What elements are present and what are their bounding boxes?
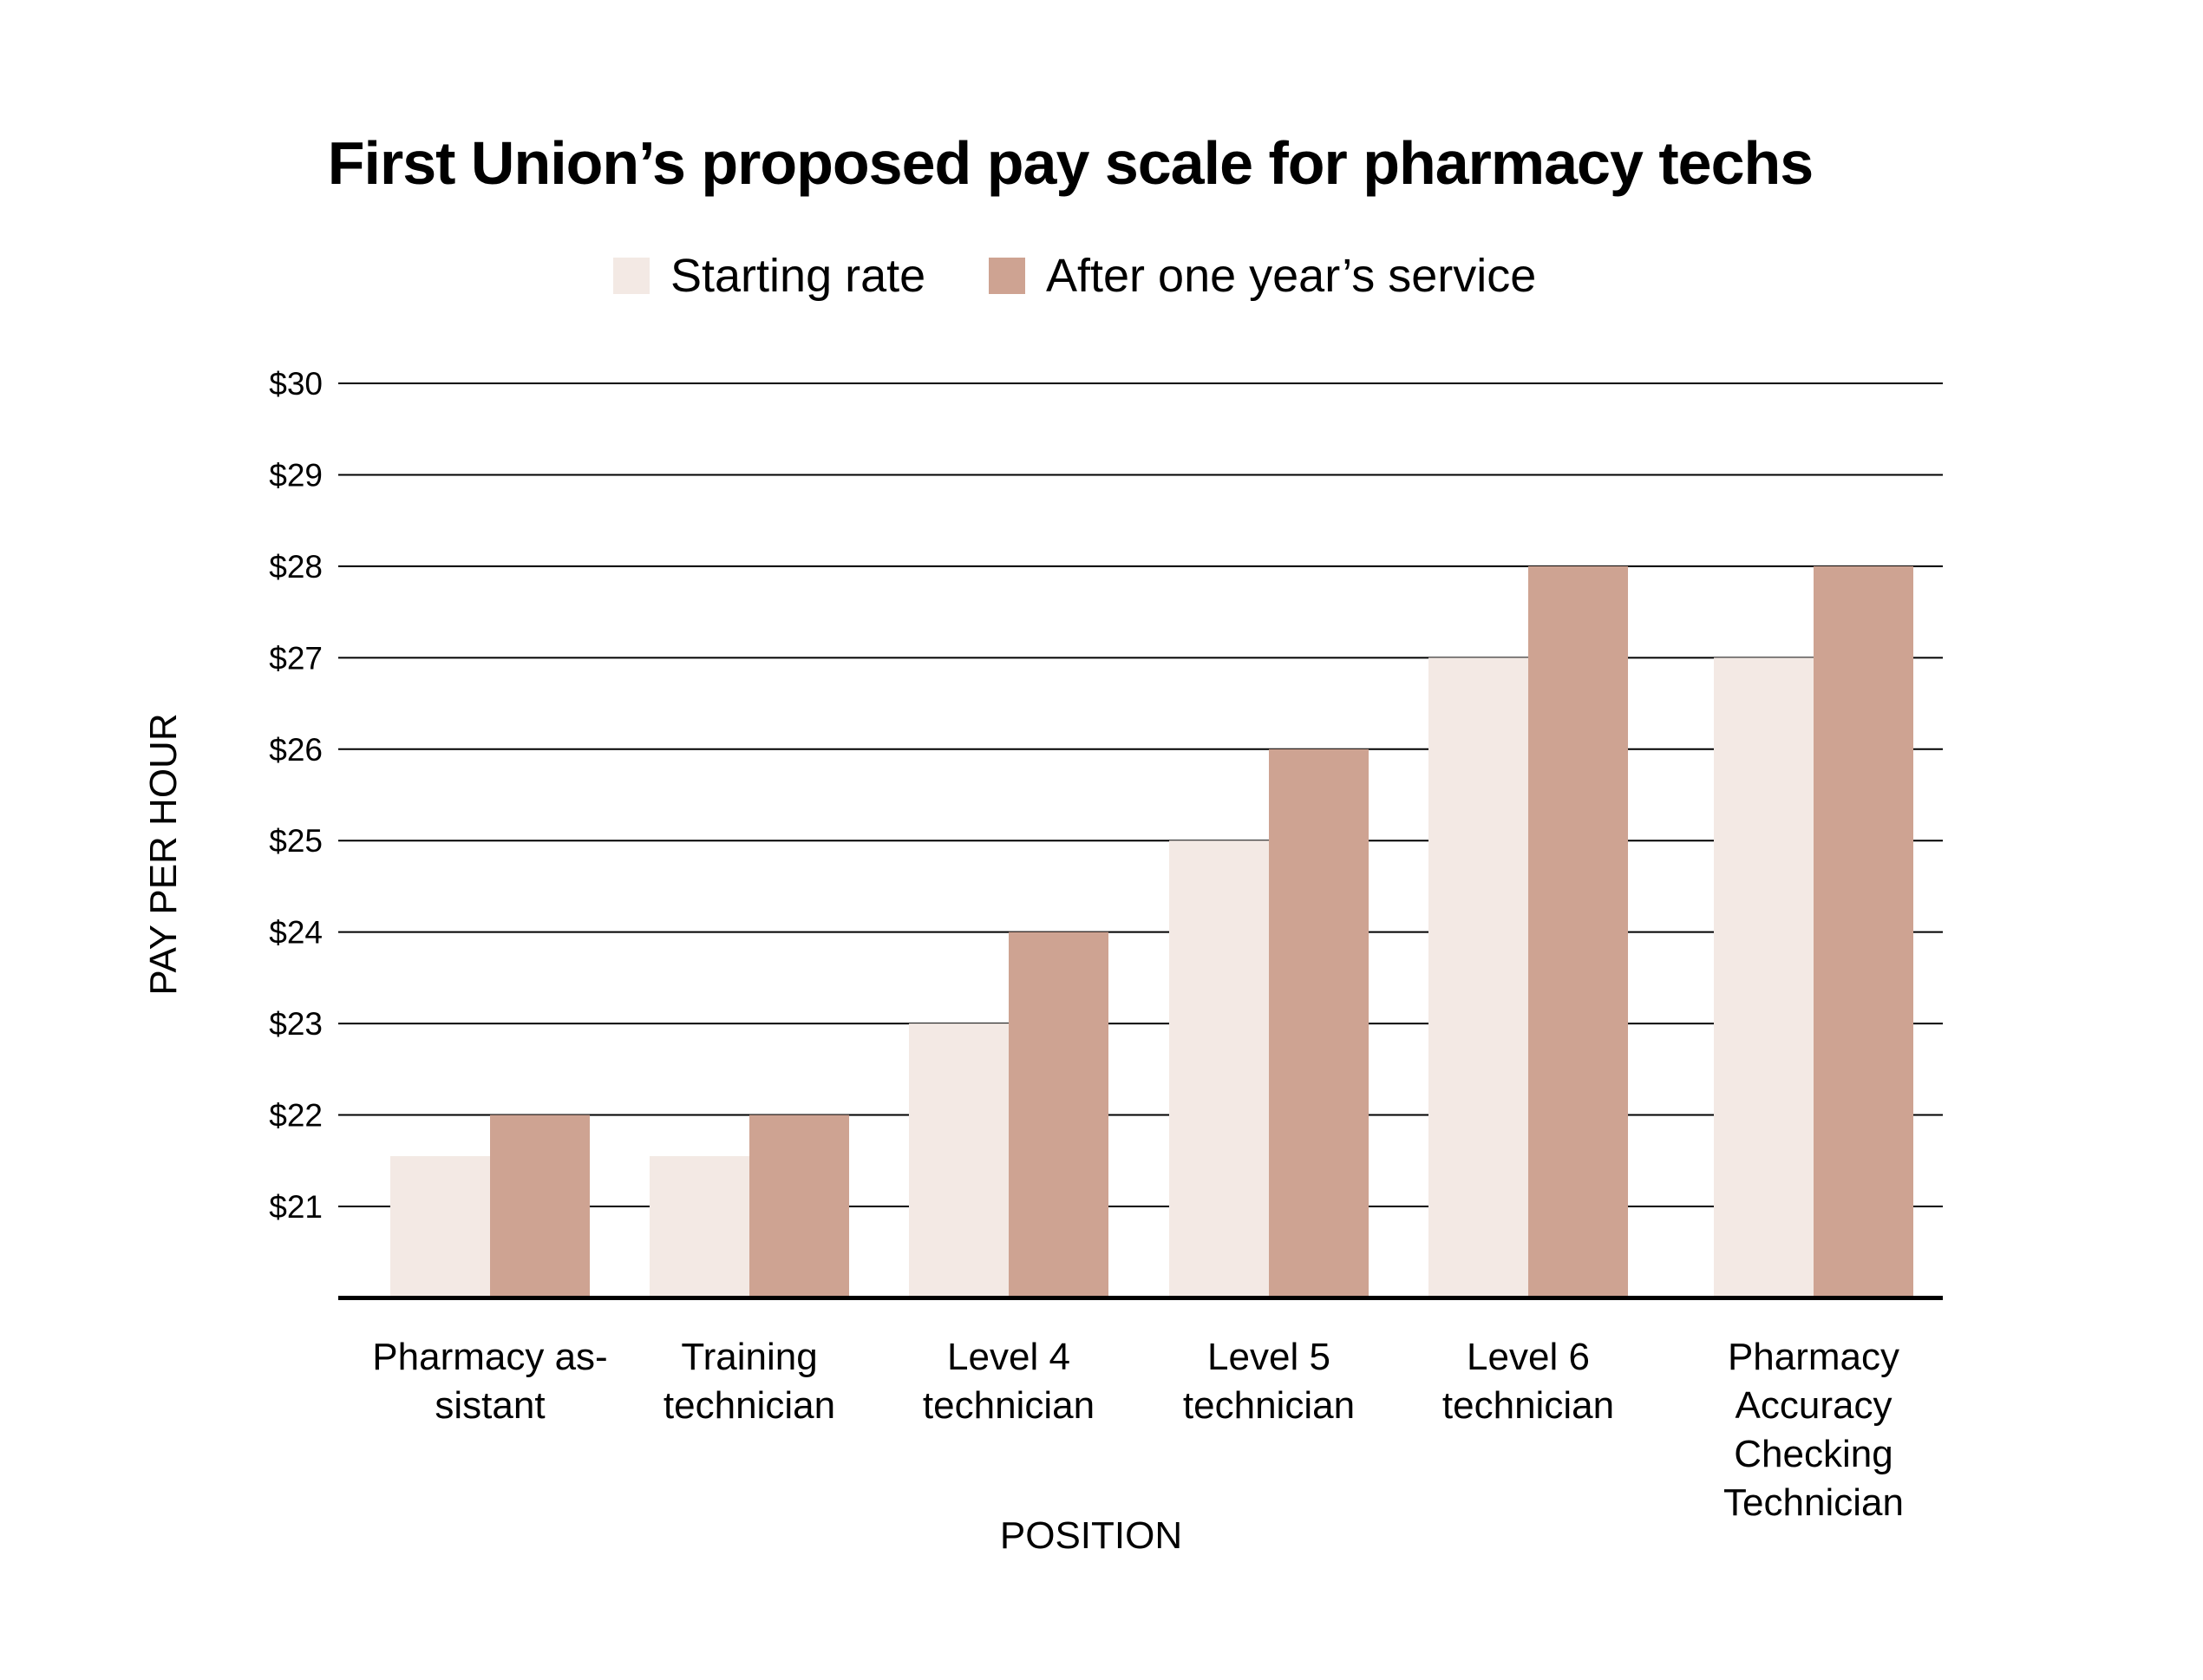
bar-after-one-year-2: [1009, 932, 1108, 1298]
x-category-label: technician: [923, 1384, 1095, 1427]
legend: Starting rate After one year’s service: [0, 245, 2203, 306]
y-tick-label: $24: [269, 915, 323, 951]
legend-swatch-starting-rate: [613, 258, 650, 294]
x-category-label: Level 5: [1207, 1336, 1330, 1378]
x-category-label: technician: [1442, 1384, 1614, 1427]
y-tick-label: $26: [269, 732, 323, 768]
x-category-label: Pharmacy as-: [372, 1336, 607, 1378]
x-category-label: Level 6: [1467, 1336, 1590, 1378]
legend-item-after-one-year: After one year’s service: [989, 245, 1536, 306]
y-tick-label: $28: [269, 549, 323, 585]
legend-item-starting-rate: Starting rate: [613, 245, 925, 306]
x-category-label: technician: [664, 1384, 835, 1427]
x-axis-label: POSITION: [1000, 1514, 1182, 1557]
y-tick-label: $29: [269, 457, 323, 493]
y-tick-label: $30: [269, 366, 323, 402]
x-category-label: Training: [681, 1336, 817, 1378]
y-tick-label: $22: [269, 1098, 323, 1134]
chart-title: First Union’s proposed pay scale for pha…: [0, 128, 2203, 198]
bar-after-one-year-4: [1528, 565, 1628, 1298]
x-category-label: Pharmacy: [1728, 1336, 1899, 1378]
legend-label-after-one-year: After one year’s service: [1046, 250, 1537, 302]
y-axis-label: PAY PER HOUR: [142, 713, 185, 995]
legend-swatch-after-one-year: [989, 258, 1025, 294]
x-category-label: Accuracy: [1736, 1384, 1892, 1427]
y-tick-label: $25: [269, 823, 323, 859]
y-tick-label: $23: [269, 1006, 323, 1042]
x-category-label: sistant: [435, 1384, 545, 1427]
legend-label-starting-rate: Starting rate: [670, 250, 926, 302]
x-category-label: Technician: [1723, 1481, 1904, 1524]
chart-title-text: First Union’s proposed pay scale for pha…: [327, 129, 1814, 197]
y-tick-label: $21: [269, 1189, 323, 1225]
bar-after-one-year-0: [490, 1115, 590, 1298]
bar-starting-rate-1: [650, 1156, 749, 1298]
x-category-label: Level 4: [947, 1336, 1070, 1378]
bar-starting-rate-0: [390, 1156, 490, 1298]
bar-starting-rate-4: [1428, 657, 1528, 1298]
bar-starting-rate-2: [909, 1023, 1009, 1298]
bar-starting-rate-5: [1714, 657, 1814, 1298]
bar-after-one-year-1: [749, 1115, 849, 1298]
bar-starting-rate-3: [1169, 840, 1269, 1298]
bar-after-one-year-5: [1814, 565, 1913, 1298]
x-category-label: technician: [1183, 1384, 1355, 1427]
x-category-label: Checking: [1734, 1433, 1892, 1475]
bar-after-one-year-3: [1269, 748, 1369, 1298]
y-tick-label: $27: [269, 640, 323, 676]
